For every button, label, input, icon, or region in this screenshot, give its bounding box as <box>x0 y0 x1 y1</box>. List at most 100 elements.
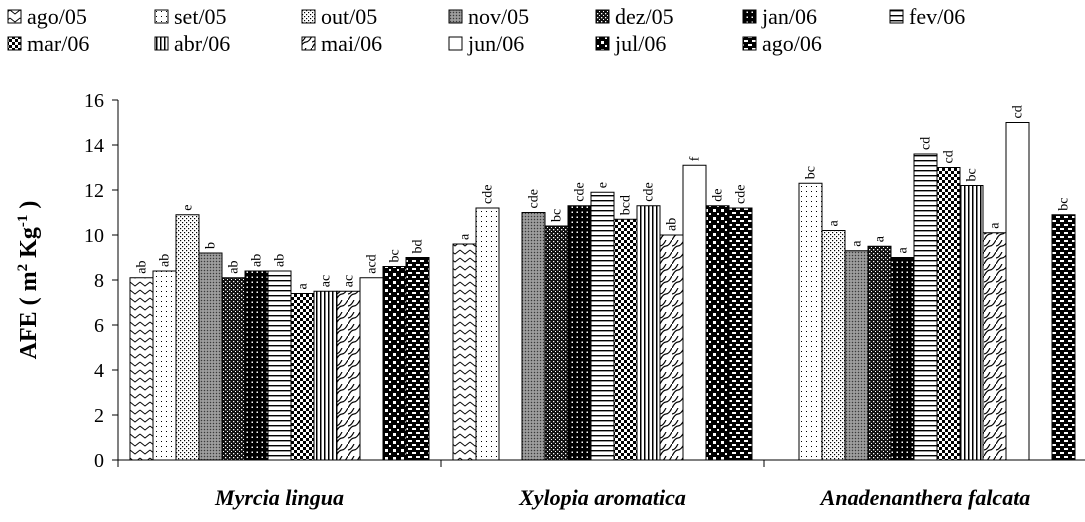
significance-label: ab <box>135 261 150 274</box>
legend-label: nov/05 <box>468 4 529 29</box>
bar-jan-06-2 <box>890 257 915 461</box>
significance-label: cde <box>481 185 496 204</box>
significance-label: bc <box>965 168 980 181</box>
legend-label: ago/05 <box>27 4 87 29</box>
bar-dez-05-0 <box>221 277 246 461</box>
legend-label: set/05 <box>174 4 227 29</box>
bar-nov-05-0 <box>198 252 223 461</box>
bar-fev-06-2 <box>913 153 938 461</box>
significance-label: cd <box>1011 105 1026 118</box>
legend-swatch <box>154 9 169 24</box>
bar-mai-06-2 <box>982 232 1007 461</box>
significance-label: b <box>204 242 219 249</box>
significance-label: a <box>827 220 842 227</box>
y-tick-label: 6 <box>94 315 104 337</box>
significance-label: acd <box>365 254 380 273</box>
bar-ago-05-1 <box>452 243 477 461</box>
category-labels: Myrcia lingua Xylopia aromatica Anadenanth… <box>214 485 1030 510</box>
significance-label: ab <box>665 218 680 231</box>
bar-jun-06-1 <box>682 164 707 461</box>
significance-label: a <box>850 240 865 247</box>
y-tick-label: 4 <box>94 360 104 382</box>
legend-swatch <box>889 9 904 24</box>
significance-label: bd <box>411 240 426 254</box>
y-tick-label: 12 <box>84 180 104 202</box>
legend-label: dez/05 <box>615 4 674 29</box>
legend: ago/05 set/05 out/05 nov/05 dez/05 jan/06 fev/… <box>7 4 965 56</box>
legend-label: mai/06 <box>321 31 382 56</box>
significance-label: bc <box>804 166 819 179</box>
legend-label: ago/06 <box>762 31 822 56</box>
bar-out-05-2 <box>821 230 846 461</box>
significance-label: cd <box>942 150 957 163</box>
legend-label: mar/06 <box>27 31 89 56</box>
y-tick-label: 10 <box>84 225 104 247</box>
legend-swatch <box>154 36 169 51</box>
bar-abr-06-0 <box>313 290 338 461</box>
significance-labels: abaabcdebceabcdeaabbcaabcdeaabecdabcdcda… <box>135 105 1072 289</box>
bar-dez-05-2 <box>867 245 892 461</box>
significance-label: ab <box>158 254 173 267</box>
significance-label: a <box>896 247 911 254</box>
legend-label: jan/06 <box>761 4 817 29</box>
bar-ago-06-2 <box>1051 214 1076 461</box>
legend-swatch <box>7 36 22 51</box>
bar-jul-06-0 <box>382 266 407 461</box>
significance-label: ab <box>227 261 242 274</box>
y-tick-label: 8 <box>94 270 104 292</box>
significance-label: e <box>596 182 611 188</box>
y-axis-title-sup2: -1 <box>15 215 31 228</box>
y-axis-title-mid: Kg <box>16 227 42 264</box>
bar-jul-06-1 <box>705 205 730 461</box>
legend-swatch <box>595 36 610 51</box>
bar-ago-05-0 <box>129 277 154 461</box>
bar-mar-06-0 <box>290 293 315 461</box>
significance-label: bc <box>388 249 403 262</box>
legend-label: abr/06 <box>174 31 230 56</box>
significance-label: a <box>296 283 311 290</box>
legend-swatch <box>448 36 463 51</box>
significance-label: a <box>458 233 473 240</box>
bar-mai-06-0 <box>336 290 361 461</box>
bar-mar-06-2 <box>936 167 961 461</box>
y-tick-label: 16 <box>84 90 104 112</box>
y-tick-label: 14 <box>84 135 104 157</box>
bar-jan-06-0 <box>244 270 269 461</box>
significance-label: cde <box>642 182 657 201</box>
bar-set-05-0 <box>152 270 177 461</box>
legend-label: out/05 <box>321 4 377 29</box>
legend-label: fev/06 <box>909 4 965 29</box>
significance-label: cd <box>919 137 934 150</box>
bar-nov-05-1 <box>521 212 546 461</box>
significance-label: de <box>711 189 726 202</box>
y-axis-title-end: ) <box>16 201 42 215</box>
significance-label: ac <box>342 275 357 287</box>
bars <box>129 122 1076 461</box>
bar-abr-06-2 <box>959 185 984 461</box>
significance-label: a <box>988 222 1003 229</box>
significance-label: e <box>181 205 196 211</box>
significance-label: a <box>873 235 888 242</box>
significance-label: f <box>688 156 703 161</box>
y-tick-label: 2 <box>94 405 104 427</box>
legend-swatch <box>448 9 463 24</box>
y-axis-title-sup1: 2 <box>15 264 31 272</box>
bar-ago-06-0 <box>405 257 430 461</box>
bar-abr-06-1 <box>636 205 661 461</box>
bar-out-05-0 <box>175 214 200 461</box>
y-tick-label: 0 <box>94 450 104 472</box>
bar-fev-06-0 <box>267 270 292 461</box>
bar-jun-06-2 <box>1005 122 1030 461</box>
bar-mar-06-1 <box>613 218 638 461</box>
legend-swatch <box>742 36 757 51</box>
category-label: Anadenanthera falcata <box>819 485 1031 510</box>
category-label: Myrcia lingua <box>214 485 344 510</box>
bar-jun-06-0 <box>359 277 384 461</box>
y-axis-title-main: AFE ( m <box>16 271 42 359</box>
significance-label: ab <box>273 254 288 267</box>
category-label: Xylopia aromatica <box>518 485 686 510</box>
bar-nov-05-2 <box>844 250 869 461</box>
bar-mai-06-1 <box>659 234 684 461</box>
significance-label: bcd <box>619 195 634 215</box>
